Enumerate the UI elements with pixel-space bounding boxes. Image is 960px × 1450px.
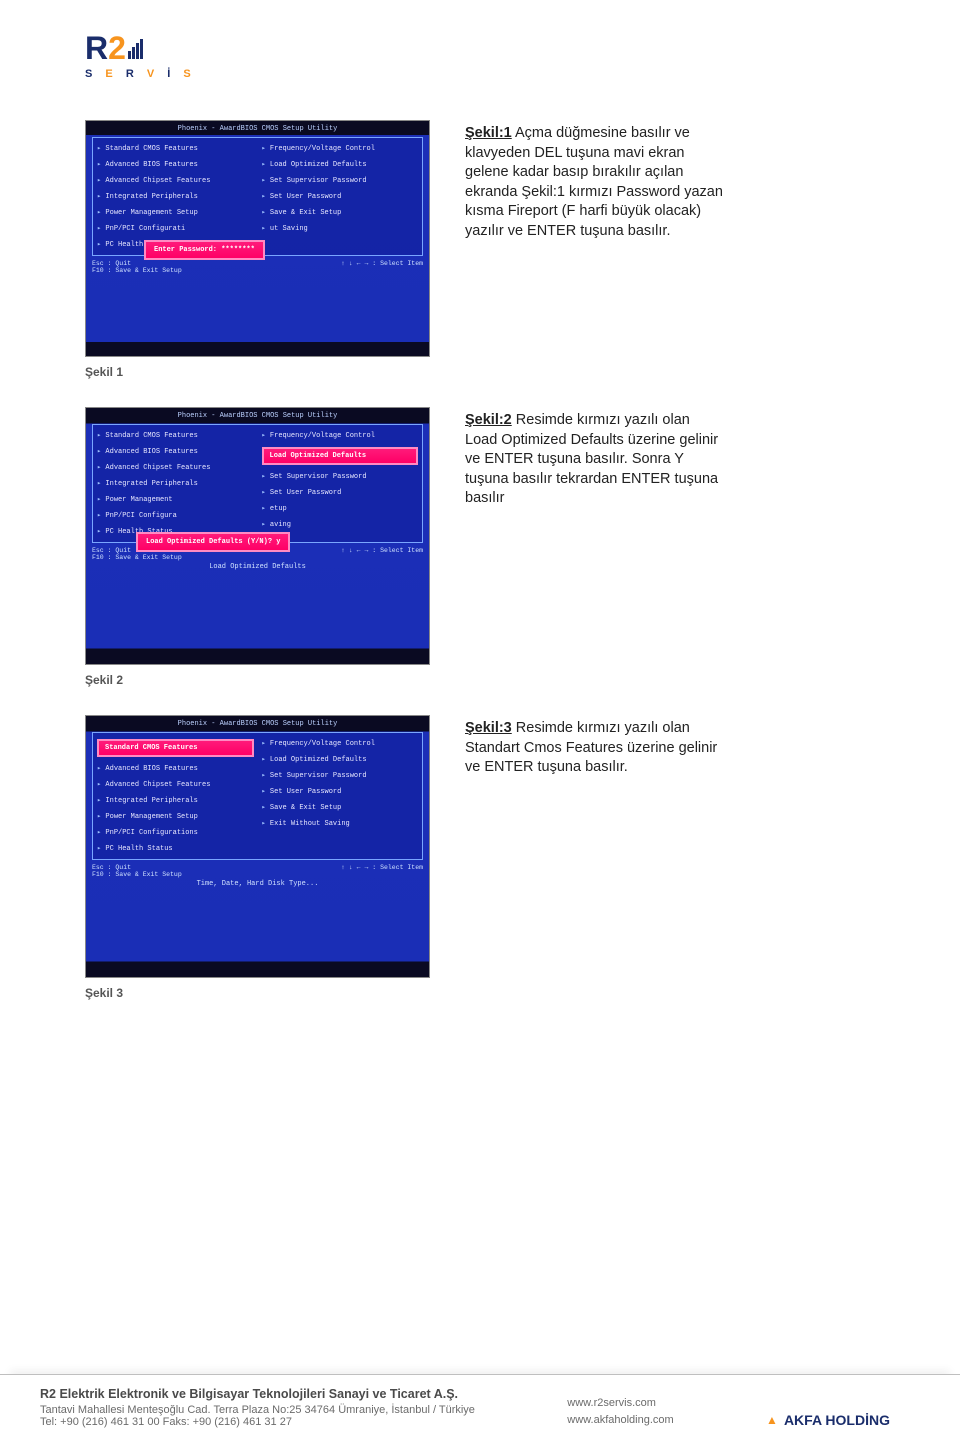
bios-screenshot-3: Phoenix - AwardBIOS CMOS Setup Utility S… [85, 715, 430, 978]
caption-2: Şekil 2 [85, 673, 885, 687]
bios2-foot-right: ↑ ↓ ← → : Select Item [341, 547, 423, 561]
logo-letter-r: R [85, 30, 106, 67]
bios-screenshot-2: Phoenix - AwardBIOS CMOS Setup Utility S… [85, 407, 430, 665]
bios1-foot-right: ↑ ↓ ← → : Select Item [341, 260, 423, 274]
section3-desc: Şekil:3 Resimde kırmızı yazılı olan Stan… [465, 715, 725, 778]
section1-desc: Şekil:1 Açma düğmesine basılır ve klavye… [465, 120, 725, 241]
bios-screenshot-1: Phoenix - AwardBIOS CMOS Setup Utility S… [85, 120, 430, 357]
bios1-title: Phoenix - AwardBIOS CMOS Setup Utility [92, 125, 423, 133]
section2-desc: Şekil:2 Resimde kırmızı yazılı olan Load… [465, 407, 725, 509]
section-2: Phoenix - AwardBIOS CMOS Setup Utility S… [85, 407, 885, 665]
footer-holding-logo: ▲ AKFA HOLDİNG [766, 1412, 890, 1428]
footer-web-1: www.r2servis.com [567, 1395, 673, 1412]
logo: R 2 S E R V İ S [85, 30, 885, 80]
bios3-foot-right: ↑ ↓ ← → : Select Item [341, 864, 423, 878]
bios1-right-col: Frequency/Voltage Control Load Optimized… [262, 144, 419, 249]
footer-address-1: Tantavi Mahallesi Menteşoğlu Cad. Terra … [40, 1404, 475, 1416]
bios2-load-defaults-hl: Load Optimized Defaults [262, 447, 419, 465]
section-3: Phoenix - AwardBIOS CMOS Setup Utility S… [85, 715, 885, 978]
logo-bars-icon [128, 39, 143, 59]
footer-company-title: R2 Elektrik Elektronik ve Bilgisayar Tek… [40, 1387, 475, 1401]
bios1-foot-left: Esc : Quit F10 : Save & Exit Setup [92, 260, 182, 274]
bios1-left-col: Standard CMOS Features Advanced BIOS Fea… [97, 144, 254, 249]
logo-letter-2: 2 [108, 30, 124, 67]
page-footer: R2 Elektrik Elektronik ve Bilgisayar Tek… [0, 1374, 960, 1450]
bios3-foot-left: Esc : Quit F10 : Save & Exit Setup [92, 864, 182, 878]
bios2-left-col: Standard CMOS Features Advanced BIOS Fea… [97, 431, 254, 536]
footer-address-2: Tel: +90 (216) 461 31 00 Faks: +90 (216)… [40, 1416, 475, 1428]
bios3-title: Phoenix - AwardBIOS CMOS Setup Utility [92, 720, 423, 728]
triangle-icon: ▲ [766, 1413, 778, 1427]
bios1-password-overlay: Enter Password: ******** [144, 240, 265, 260]
bios2-right-col: Frequency/Voltage Control Load Optimized… [262, 431, 419, 536]
bios2-title: Phoenix - AwardBIOS CMOS Setup Utility [92, 412, 423, 420]
bios3-left-col: Standard CMOS Features Advanced BIOS Fea… [97, 739, 254, 853]
bios3-right-col: Frequency/Voltage Control Load Optimized… [262, 739, 419, 853]
caption-1: Şekil 1 [85, 365, 885, 379]
logo-servis-text: S E R V İ S [85, 68, 885, 80]
bios3-help-line: Time, Date, Hard Disk Type... [92, 880, 423, 888]
bios3-std-cmos-hl: Standard CMOS Features [97, 739, 254, 757]
section-1: Phoenix - AwardBIOS CMOS Setup Utility S… [85, 120, 885, 357]
bios2-confirm-overlay: Load Optimized Defaults (Y/N)? y [136, 532, 290, 552]
bios2-help-line: Load Optimized Defaults [92, 563, 423, 571]
caption-3: Şekil 3 [85, 986, 885, 1000]
footer-web-2: www.akfaholding.com [567, 1412, 673, 1429]
